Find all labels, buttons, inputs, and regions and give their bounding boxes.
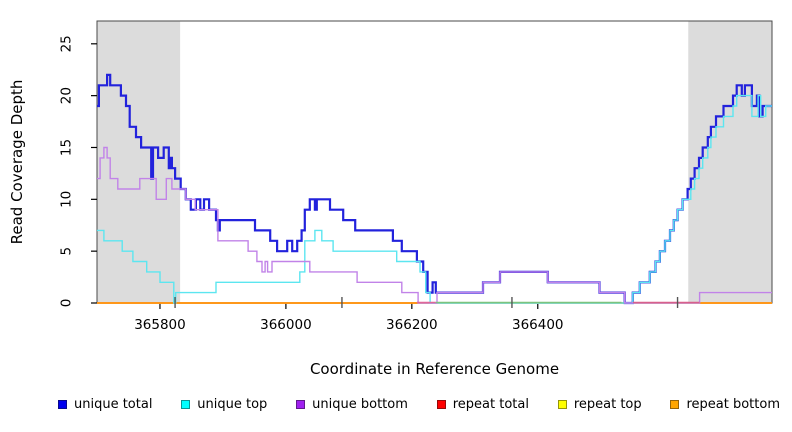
x-tick-label: 366200 (386, 317, 438, 333)
x-tick-label: 365800 (134, 317, 186, 333)
legend-item-repeat-top: repeat top (557, 397, 642, 412)
y-axis-title: Read Coverage Depth (8, 79, 26, 245)
y-tick-label: 5 (59, 247, 75, 256)
legend-label: repeat top (573, 397, 642, 412)
legend-label: unique top (197, 397, 268, 412)
legend-item-unique-total: unique total (58, 397, 152, 412)
shaded-region (688, 21, 772, 303)
y-tick-label: 25 (59, 35, 75, 52)
x-axis-title: Coordinate in Reference Genome (309, 360, 560, 378)
y-tick-label: 10 (59, 191, 75, 208)
legend-label: repeat bottom (686, 397, 780, 412)
legend-item-unique-top: unique top (181, 397, 267, 412)
legend-item-unique-bottom: unique bottom (296, 397, 408, 412)
series-unique-top (97, 94, 772, 304)
legend-swatch (296, 400, 306, 409)
legend-swatch (436, 400, 446, 409)
y-tick-label: 0 (59, 299, 75, 308)
shaded-region (97, 21, 181, 303)
legend-label: unique total (74, 397, 153, 412)
legend-label: unique bottom (312, 397, 408, 412)
legend-item-repeat-total: repeat total (436, 397, 529, 412)
legend-swatch (181, 400, 191, 409)
series-unique-bottom (97, 146, 772, 304)
x-tick-label: 366000 (260, 317, 312, 333)
y-tick-label: 15 (59, 139, 75, 156)
y-tick-label: 20 (59, 87, 75, 104)
x-tick-label: 366400 (512, 317, 564, 333)
series-unique-total (97, 73, 772, 305)
legend-swatch (58, 400, 67, 409)
legend-item-repeat-bottom: repeat bottom (670, 397, 780, 412)
legend-swatch (557, 400, 567, 409)
legend: unique total unique top unique bottom repea… (0, 397, 792, 412)
legend-swatch (670, 400, 680, 409)
chart-canvas: 0 5 10 15 20 25 365800 366000 366200 366400 (59, 20, 773, 333)
legend-label: repeat total (452, 397, 529, 412)
plot-box (96, 20, 773, 304)
